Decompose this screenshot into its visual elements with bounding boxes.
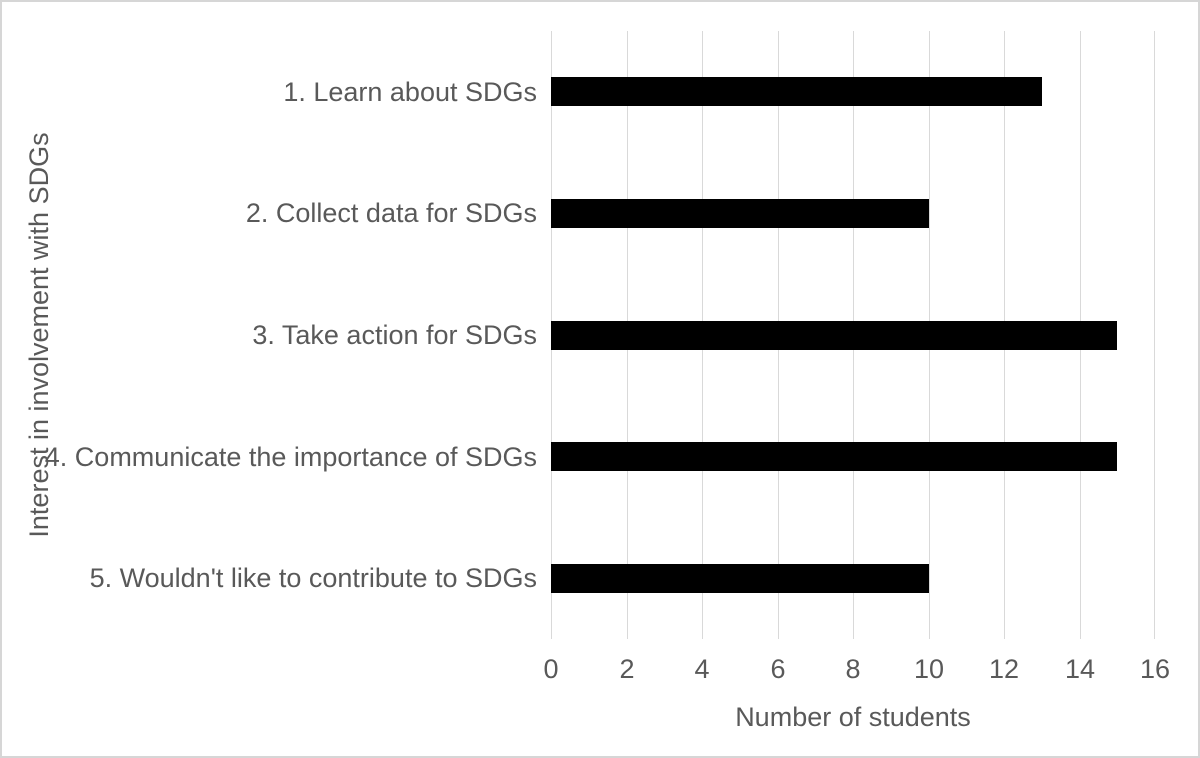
x-tick-label-2: 2 xyxy=(619,654,635,684)
x-tick-label-10: 10 xyxy=(913,654,945,684)
category-label-2: 2. Collect data for SDGs xyxy=(245,198,537,228)
plot-area xyxy=(551,31,1155,639)
category-label-3: 3. Take action for SDGs xyxy=(252,320,537,350)
bar-1 xyxy=(551,77,1042,106)
x-tick-label-14: 14 xyxy=(1064,654,1096,684)
bar-2 xyxy=(551,199,929,228)
x-axis-title: Number of students xyxy=(735,702,971,732)
bar-5 xyxy=(551,564,929,593)
bar-4 xyxy=(551,442,1117,471)
bar-3 xyxy=(551,321,1117,350)
category-label-5: 5. Wouldn't like to contribute to SDGs xyxy=(89,563,537,593)
x-tick-label-8: 8 xyxy=(845,654,861,684)
category-label-4: 4. Communicate the importance of SDGs xyxy=(44,442,537,472)
x-tick-label-4: 4 xyxy=(694,654,710,684)
category-label-1: 1. Learn about SDGs xyxy=(283,77,537,107)
x-tick-label-6: 6 xyxy=(770,654,786,684)
x-tick-label-12: 12 xyxy=(988,654,1020,684)
x-tick-label-0: 0 xyxy=(543,654,559,684)
x-tick-label-16: 16 xyxy=(1139,654,1171,684)
gridline-x-16 xyxy=(1154,31,1155,639)
